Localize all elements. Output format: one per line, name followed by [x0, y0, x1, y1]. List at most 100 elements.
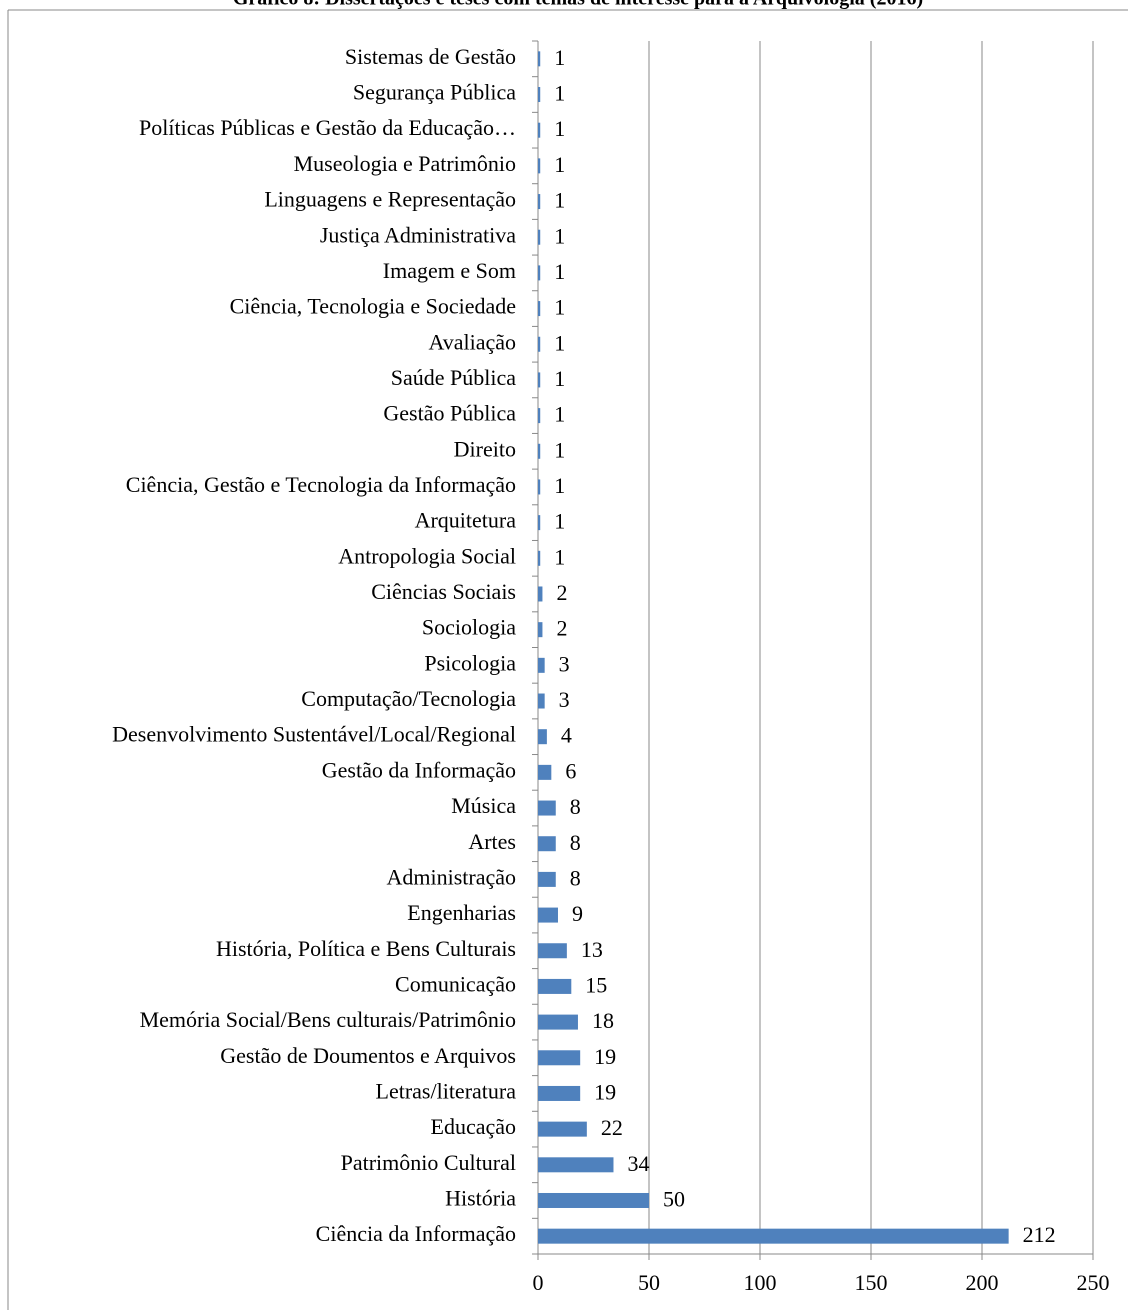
bar	[538, 479, 541, 495]
data-label: 22	[601, 1115, 623, 1140]
y-tick-label: Direito	[454, 436, 516, 461]
bar	[538, 836, 556, 852]
data-label: 1	[554, 81, 565, 106]
bar	[538, 1050, 581, 1066]
x-tick-label: 250	[1077, 1270, 1110, 1295]
data-label: 1	[554, 402, 565, 427]
bar	[538, 194, 541, 210]
x-tick-label: 0	[533, 1270, 544, 1295]
data-label: 9	[572, 901, 583, 926]
y-tick-label: Gestão Pública	[383, 401, 516, 426]
bar	[538, 408, 541, 424]
data-label: 50	[663, 1187, 685, 1212]
data-label: 8	[570, 830, 581, 855]
y-tick-label: Ciências Sociais	[371, 579, 516, 604]
y-tick-label: Artes	[468, 829, 516, 854]
data-label: 212	[1023, 1222, 1056, 1247]
y-tick-label: Sociologia	[422, 615, 516, 640]
data-label: 3	[559, 687, 570, 712]
data-label: 18	[592, 1008, 614, 1033]
bar	[538, 1121, 587, 1137]
data-label: 1	[554, 509, 565, 534]
data-label: 8	[570, 865, 581, 890]
y-tick-label: Imagem e Som	[383, 258, 516, 283]
bar	[538, 1157, 614, 1173]
data-label: 1	[554, 366, 565, 391]
data-label: 1	[554, 473, 565, 498]
data-label: 19	[594, 1080, 616, 1105]
bar	[538, 372, 541, 388]
y-tick-label: Memória Social/Bens culturais/Patrimônio	[140, 1007, 516, 1032]
y-tick-label: Sistemas de Gestão	[345, 44, 516, 69]
y-tick-label: Comunicação	[395, 971, 516, 996]
y-tick-label: Políticas Públicas e Gestão da Educação…	[139, 115, 516, 140]
y-tick-label: Gestão de Doumentos e Arquivos	[220, 1043, 516, 1068]
y-tick-label: Psicologia	[424, 650, 516, 675]
bar	[538, 693, 545, 709]
chart-title: Gráfico 8: Dissertações e teses com tema…	[233, 0, 923, 10]
bar	[538, 87, 541, 103]
y-tick-label: Desenvolvimento Sustentável/Local/Region…	[112, 722, 516, 747]
y-tick-label: História, Política e Bens Culturais	[216, 936, 516, 961]
data-label: 1	[554, 330, 565, 355]
bar	[538, 336, 541, 352]
bar	[538, 871, 556, 887]
data-label: 1	[554, 223, 565, 248]
y-tick-label: Ciência da Informação	[316, 1221, 516, 1246]
data-label: 1	[554, 544, 565, 569]
x-tick-label: 150	[855, 1270, 888, 1295]
y-tick-label: Antropologia Social	[338, 543, 516, 568]
x-tick-label: 200	[966, 1270, 999, 1295]
bar	[538, 943, 567, 959]
bar	[538, 443, 541, 459]
bar	[538, 657, 545, 673]
bar	[538, 229, 541, 245]
x-tick-label: 100	[744, 1270, 777, 1295]
data-label: 8	[570, 794, 581, 819]
bar	[538, 800, 556, 816]
bar	[538, 1228, 1009, 1244]
bar	[538, 122, 541, 138]
bar	[538, 622, 543, 638]
data-label: 1	[554, 437, 565, 462]
y-tick-label: Administração	[386, 864, 516, 889]
data-label: 2	[556, 616, 567, 641]
bar	[538, 51, 541, 67]
bar	[538, 515, 541, 531]
y-tick-label: Segurança Pública	[353, 80, 516, 105]
data-label: 1	[554, 45, 565, 70]
data-label: 19	[594, 1044, 616, 1069]
data-label: 1	[554, 188, 565, 213]
bar	[538, 586, 543, 602]
bar	[538, 1014, 578, 1030]
data-label: 1	[554, 116, 565, 141]
y-tick-label: Música	[451, 793, 516, 818]
bar	[538, 158, 541, 174]
y-tick-label: Patrimônio Cultural	[341, 1150, 516, 1175]
data-label: 2	[556, 580, 567, 605]
data-label: 6	[565, 758, 576, 783]
data-label: 13	[581, 937, 603, 962]
bar	[538, 265, 541, 281]
bar	[538, 550, 541, 566]
bar	[538, 907, 558, 923]
y-tick-label: Educação	[431, 1114, 517, 1139]
y-tick-label: Linguagens e Representação	[264, 187, 516, 212]
bar	[538, 1192, 649, 1208]
data-label: 1	[554, 295, 565, 320]
bar	[538, 1085, 581, 1101]
y-tick-label: Arquitetura	[415, 508, 517, 533]
y-tick-label: Justiça Administrativa	[320, 222, 516, 247]
data-label: 15	[585, 972, 607, 997]
bar	[538, 764, 552, 780]
data-label: 34	[627, 1151, 649, 1176]
data-label: 1	[554, 152, 565, 177]
y-tick-label: Avaliação	[428, 329, 516, 354]
y-tick-label: Letras/literatura	[376, 1079, 517, 1104]
y-tick-label: Computação/Tecnologia	[301, 686, 516, 711]
y-tick-label: História	[445, 1186, 516, 1211]
y-tick-label: Ciência, Gestão e Tecnologia da Informaç…	[126, 472, 516, 497]
data-label: 3	[559, 651, 570, 676]
y-tick-label: Gestão da Informação	[322, 757, 516, 782]
